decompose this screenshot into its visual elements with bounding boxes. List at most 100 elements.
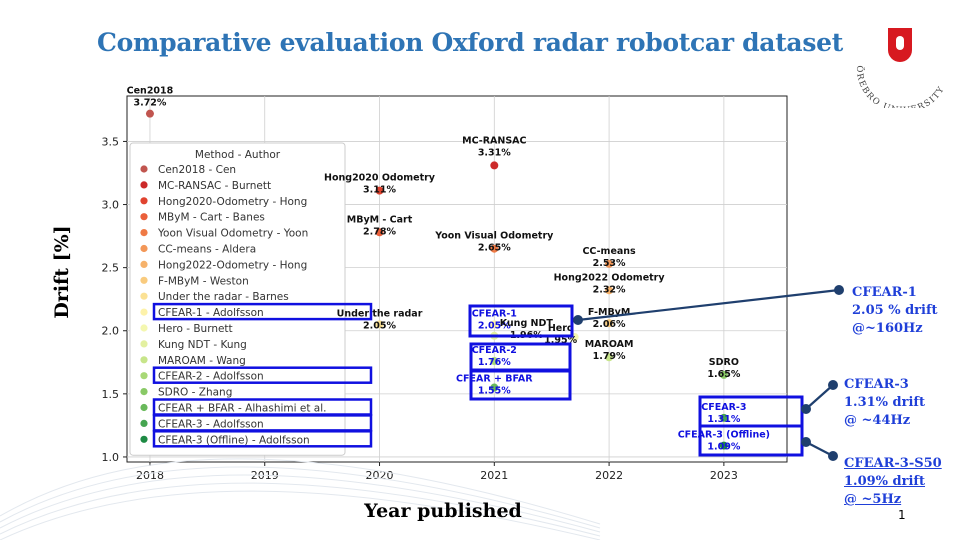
y-tick-label: 2.0	[102, 325, 120, 338]
point-label: CFEAR-3	[701, 402, 746, 413]
legend-marker	[140, 435, 148, 443]
legend-entry: MAROAM - Wang	[158, 355, 246, 367]
legend-marker	[140, 372, 148, 380]
data-point	[605, 319, 614, 328]
data-point	[605, 259, 614, 268]
legend-entry: Hong2020-Odometry - Hong	[158, 196, 307, 208]
cfear3-callout: CFEAR-3 1.31% drift @ ~44Hz	[844, 376, 925, 430]
connector-dot	[573, 315, 583, 325]
data-point	[145, 109, 154, 118]
decorative-wave	[0, 474, 601, 533]
page-number: 1	[898, 508, 906, 522]
legend-marker	[140, 197, 148, 205]
point-value-label: 1.79%	[593, 351, 626, 362]
legend-entry: CFEAR-3 - Adolfsson	[158, 418, 264, 430]
data-point	[490, 357, 499, 366]
point-value-label: 2.05%	[478, 320, 511, 331]
point-label: CFEAR-1	[472, 308, 517, 319]
point-value-label: 2.65%	[478, 243, 511, 254]
decorative-wave	[0, 482, 601, 537]
connector-dot	[834, 285, 844, 295]
data-point	[490, 383, 499, 392]
callout-line: CFEAR-3	[844, 377, 909, 392]
x-axis-label: Year published	[364, 500, 522, 522]
cfear-bfar-highlight-box	[469, 369, 572, 401]
point-value-label: 1.95%	[544, 335, 577, 346]
legend-entry: MC-RANSAC - Burnett	[158, 180, 271, 192]
cfear3-connector	[805, 384, 834, 410]
legend-entry: Kung NDT - Kung	[158, 339, 247, 351]
callout-line: CFEAR-1	[852, 285, 917, 300]
legend-entry: SDRO - Zhang	[158, 387, 232, 399]
university-logo: ÖREBRO UNIVERSITY	[854, 28, 946, 108]
point-value-label: 2.05%	[363, 320, 396, 331]
data-point	[490, 244, 499, 253]
point-label: MC-RANSAC	[462, 135, 526, 146]
point-value-label: 1.65%	[707, 369, 740, 380]
cfear3-s50-connector	[805, 441, 834, 457]
point-value-label: 2.78%	[363, 226, 396, 237]
point-label: SDRO	[709, 357, 739, 368]
legend-entry: Hong2022-Odometry - Hong	[158, 259, 307, 271]
callout-line: CFEAR-3-S50	[844, 456, 942, 471]
legend-title: Method - Author	[195, 149, 281, 161]
legend-entry: Under the radar - Barnes	[158, 291, 289, 303]
data-point	[605, 286, 614, 295]
connector-dot	[801, 404, 811, 414]
callout-line: @~160Hz	[852, 321, 923, 336]
data-point	[375, 320, 384, 329]
point-value-label: 2.53%	[593, 258, 626, 269]
cfear1-callout: CFEAR-1 2.05 % drift @~160Hz	[852, 284, 938, 338]
point-label: CFEAR-3 (Offline)	[678, 430, 770, 441]
data-point	[490, 161, 499, 170]
legend-highlight-box	[152, 366, 373, 384]
callout-line: 1.31% drift	[844, 395, 926, 410]
point-label: Kung NDT	[500, 318, 554, 329]
legend-marker	[140, 213, 148, 221]
decorative-wave	[0, 466, 601, 529]
connector-dot	[828, 380, 838, 390]
legend-marker	[140, 276, 148, 284]
legend-entry: CFEAR + BFAR - Alhashimi et al.	[158, 403, 327, 415]
cfear1-highlight-box	[468, 304, 574, 338]
y-tick-label: 2.5	[102, 262, 120, 275]
point-value-label: 1.76%	[478, 357, 511, 368]
legend-marker	[140, 292, 148, 300]
legend-marker	[140, 356, 148, 364]
legend-marker	[140, 403, 148, 412]
point-label: MAROAM	[585, 339, 634, 350]
legend-entry: Cen2018 - Cen	[158, 164, 236, 176]
legend-entry: F-MByM - Weston	[158, 275, 249, 287]
callout-line: 1.09% drift	[844, 474, 926, 489]
legend-marker	[140, 324, 148, 332]
decorative-wave	[0, 458, 601, 525]
point-label: CFEAR-2	[472, 345, 517, 356]
data-point	[719, 441, 728, 450]
point-value-label: 1.09%	[707, 442, 740, 453]
x-tick-label: 2023	[710, 469, 738, 482]
y-tick-label: 1.0	[102, 451, 120, 464]
point-label: MByM - Cart	[347, 214, 413, 225]
callout-line: @ ~44Hz	[844, 413, 911, 428]
y-tick-label: 3.5	[102, 135, 120, 148]
point-label: Hong2022 Odometry	[554, 272, 666, 283]
data-point	[605, 353, 614, 362]
data-point	[375, 228, 384, 237]
y-tick-label: 1.5	[102, 388, 120, 401]
legend-entry: CC-means - Aldera	[158, 244, 256, 256]
legend-marker	[140, 260, 148, 268]
legend-entry: Yoon Visual Odometry - Yoon	[157, 228, 308, 240]
point-value-label: 2.32%	[593, 284, 626, 295]
data-point	[490, 320, 499, 329]
point-value-label: 2.06%	[593, 319, 626, 330]
legend	[129, 142, 346, 456]
legend-entry: CFEAR-2 - Adolfsson	[158, 371, 264, 383]
x-tick-label: 2021	[480, 469, 508, 482]
data-point	[375, 186, 384, 195]
point-label: F-MByM	[588, 307, 630, 318]
legend-marker	[140, 308, 148, 316]
connector-dot	[828, 451, 838, 461]
legend-highlight-box	[152, 430, 373, 448]
y-tick-label: 3.0	[102, 199, 120, 212]
